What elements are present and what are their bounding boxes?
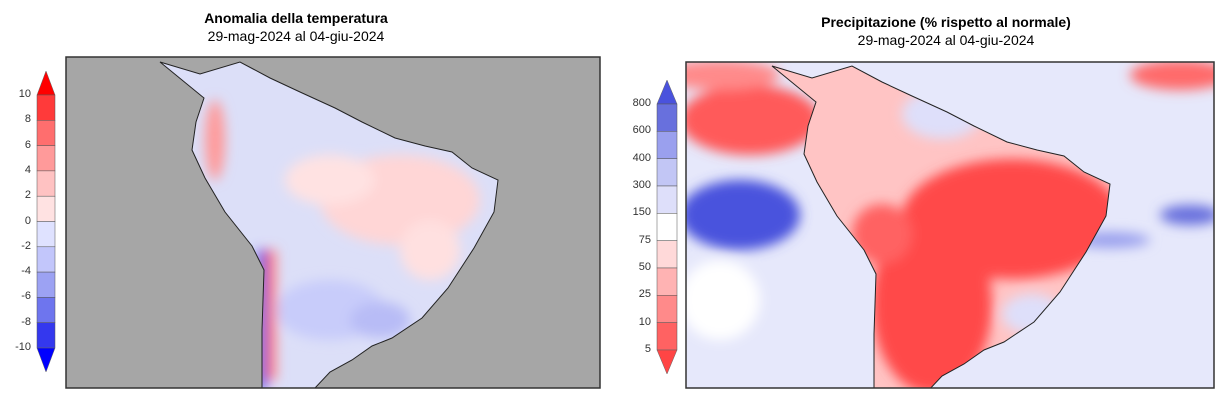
precipitation-colorbar xyxy=(656,79,678,375)
temperature-colorbar-arrow-bottom xyxy=(36,347,56,373)
precipitation-colorbar-arrow-top xyxy=(656,79,678,105)
left-title-block: Anomalia della temperatura 29-mag-2024 a… xyxy=(66,9,526,45)
temperature-colorbar xyxy=(36,70,56,373)
precipitation-colorbar-tick-label: 150 xyxy=(632,206,651,219)
right-map-title: Precipitazione (% rispetto al normale) xyxy=(821,14,1071,30)
anomaly-patches xyxy=(205,100,480,388)
precipitation-colorbar-tick-label: 50 xyxy=(638,261,651,273)
precipitation-colorbar-tick-label: 10 xyxy=(638,315,651,328)
temperature-colorbar-tick-label: -4 xyxy=(21,265,31,278)
temperature-colorbar-tick-label: 10 xyxy=(18,88,31,100)
temperature-colorbar-bin xyxy=(36,195,56,222)
precipitation-colorbar-arrow-bottom xyxy=(656,349,678,375)
temperature-colorbar-bin xyxy=(36,221,56,248)
right-map-subtitle: 29-mag-2024 al 04-giu-2024 xyxy=(857,32,1035,48)
temperature-colorbar-tick-label: 6 xyxy=(24,138,31,151)
temperature-colorbar-bin xyxy=(36,246,56,273)
precipitation-colorbar-tick-label: 75 xyxy=(638,233,651,246)
precipitation-colorbar-bin xyxy=(656,185,678,214)
temperature-colorbar-arrow-top xyxy=(36,70,56,96)
precipitation-colorbar-bin xyxy=(656,295,678,323)
left-map-title: Anomalia della temperatura xyxy=(204,10,388,26)
precip-patches xyxy=(686,62,1214,340)
temperature-colorbar-tick-label: -10 xyxy=(15,341,31,353)
precipitation-colorbar-tick-label: 400 xyxy=(632,151,651,164)
temperature-colorbar-bin xyxy=(36,94,56,121)
left-map-subtitle: 29-mag-2024 al 04-giu-2024 xyxy=(207,28,385,44)
left-map-frame xyxy=(65,56,601,389)
precipitation-map xyxy=(686,62,1214,388)
temperature-colorbar-bin xyxy=(36,170,56,197)
precipitation-colorbar-tick-label: 800 xyxy=(632,97,651,109)
temperature-colorbar-tick-label: -8 xyxy=(21,315,31,328)
precipitation-colorbar-bin xyxy=(656,131,678,159)
temperature-colorbar-tick-label: 8 xyxy=(24,113,31,126)
temperature-colorbar-tick-label: -6 xyxy=(21,290,31,303)
temperature-anomaly-map xyxy=(66,57,600,388)
temperature-colorbar-tick-label: 4 xyxy=(24,163,31,176)
precipitation-colorbar-bin xyxy=(656,103,678,132)
temperature-colorbar-tick-label: 0 xyxy=(24,214,31,227)
temperature-colorbar-bin xyxy=(36,271,56,298)
precipitation-colorbar-bin xyxy=(656,213,678,241)
temperature-colorbar-bin xyxy=(36,297,56,323)
temperature-colorbar-bin xyxy=(36,322,56,349)
temperature-colorbar-bin xyxy=(36,145,56,172)
precipitation-colorbar-bin xyxy=(656,240,678,269)
precipitation-colorbar-bin xyxy=(656,158,678,187)
temperature-colorbar-bin xyxy=(36,120,56,146)
precipitation-colorbar-bin xyxy=(656,267,678,296)
temperature-colorbar-tick-label: 2 xyxy=(24,189,31,202)
right-map-frame xyxy=(685,61,1215,389)
precipitation-colorbar-tick-label: 5 xyxy=(644,343,651,355)
precipitation-colorbar-tick-label: 600 xyxy=(632,124,651,137)
precipitation-colorbar-tick-label: 25 xyxy=(638,288,651,301)
temperature-colorbar-tick-label: -2 xyxy=(21,239,31,252)
precipitation-colorbar-tick-label: 300 xyxy=(632,179,651,191)
right-title-block: Precipitazione (% rispetto al normale) 2… xyxy=(716,13,1176,49)
precipitation-colorbar-bin xyxy=(656,322,678,351)
